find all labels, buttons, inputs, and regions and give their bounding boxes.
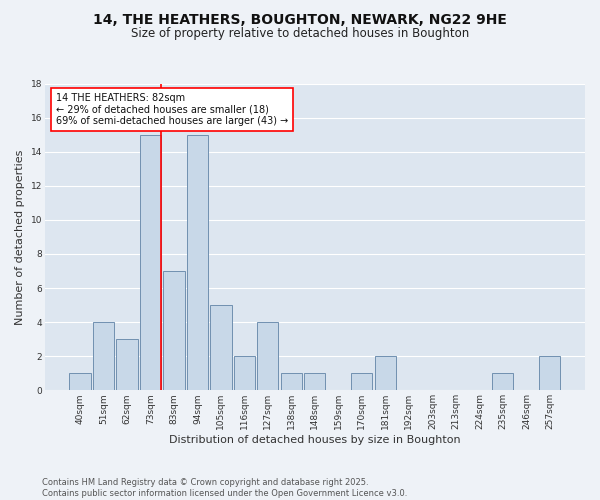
Text: Size of property relative to detached houses in Boughton: Size of property relative to detached ho… [131, 28, 469, 40]
Bar [93, 322, 114, 390]
Bar [352, 373, 373, 390]
Bar [375, 356, 396, 390]
Bar [70, 373, 91, 390]
Y-axis label: Number of detached properties: Number of detached properties [15, 149, 25, 324]
Text: 14 THE HEATHERS: 82sqm
← 29% of detached houses are smaller (18)
69% of semi-det: 14 THE HEATHERS: 82sqm ← 29% of detached… [56, 92, 288, 126]
Bar [140, 134, 161, 390]
Bar [304, 373, 325, 390]
Bar [257, 322, 278, 390]
Bar [539, 356, 560, 390]
Bar [493, 373, 514, 390]
Bar [281, 373, 302, 390]
Bar [234, 356, 255, 390]
Bar [163, 271, 185, 390]
Bar [187, 134, 208, 390]
Bar [211, 305, 232, 390]
X-axis label: Distribution of detached houses by size in Boughton: Distribution of detached houses by size … [169, 435, 461, 445]
Text: 14, THE HEATHERS, BOUGHTON, NEWARK, NG22 9HE: 14, THE HEATHERS, BOUGHTON, NEWARK, NG22… [93, 12, 507, 26]
Text: Contains HM Land Registry data © Crown copyright and database right 2025.
Contai: Contains HM Land Registry data © Crown c… [42, 478, 407, 498]
Bar [116, 339, 137, 390]
